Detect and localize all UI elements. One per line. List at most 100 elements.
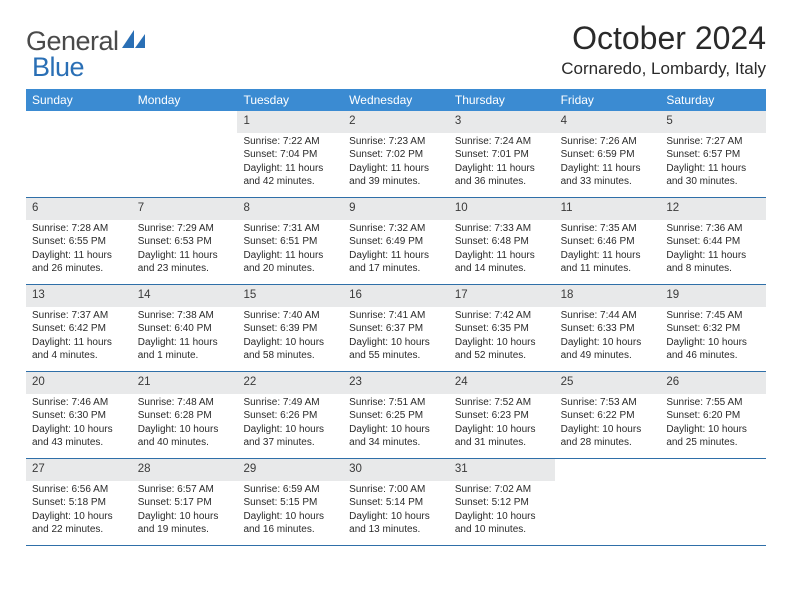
day-header: Wednesday xyxy=(343,89,449,111)
day-header: Thursday xyxy=(449,89,555,111)
calendar-day-cell: 4Sunrise: 7:26 AMSunset: 6:59 PMDaylight… xyxy=(555,111,661,197)
calendar-week-row: 20Sunrise: 7:46 AMSunset: 6:30 PMDayligh… xyxy=(26,372,766,459)
calendar-day-cell: 26Sunrise: 7:55 AMSunset: 6:20 PMDayligh… xyxy=(660,372,766,458)
page-header: General October 2024 Cornaredo, Lombardy… xyxy=(26,20,766,79)
day-number: 31 xyxy=(449,459,555,481)
day-number: 9 xyxy=(343,198,449,220)
day-details: Sunrise: 6:57 AMSunset: 5:17 PMDaylight:… xyxy=(132,481,238,541)
day-details: Sunrise: 7:40 AMSunset: 6:39 PMDaylight:… xyxy=(237,307,343,367)
brand-name-2: Blue xyxy=(32,52,84,83)
day-number: 12 xyxy=(660,198,766,220)
day-number: 17 xyxy=(449,285,555,307)
day-details: Sunrise: 7:45 AMSunset: 6:32 PMDaylight:… xyxy=(660,307,766,367)
calendar-day-cell: 24Sunrise: 7:52 AMSunset: 6:23 PMDayligh… xyxy=(449,372,555,458)
day-details: Sunrise: 6:56 AMSunset: 5:18 PMDaylight:… xyxy=(26,481,132,541)
calendar-day-cell xyxy=(660,459,766,545)
day-number: 8 xyxy=(237,198,343,220)
calendar-day-cell: 15Sunrise: 7:40 AMSunset: 6:39 PMDayligh… xyxy=(237,285,343,371)
day-number: 6 xyxy=(26,198,132,220)
day-number: 11 xyxy=(555,198,661,220)
day-details: Sunrise: 7:02 AMSunset: 5:12 PMDaylight:… xyxy=(449,481,555,541)
calendar-day-cell: 25Sunrise: 7:53 AMSunset: 6:22 PMDayligh… xyxy=(555,372,661,458)
day-details: Sunrise: 7:53 AMSunset: 6:22 PMDaylight:… xyxy=(555,394,661,454)
day-details: Sunrise: 7:33 AMSunset: 6:48 PMDaylight:… xyxy=(449,220,555,280)
day-details: Sunrise: 7:52 AMSunset: 6:23 PMDaylight:… xyxy=(449,394,555,454)
calendar-day-cell: 6Sunrise: 7:28 AMSunset: 6:55 PMDaylight… xyxy=(26,198,132,284)
day-details: Sunrise: 7:38 AMSunset: 6:40 PMDaylight:… xyxy=(132,307,238,367)
title-block: October 2024 Cornaredo, Lombardy, Italy xyxy=(561,20,766,79)
day-details: Sunrise: 7:44 AMSunset: 6:33 PMDaylight:… xyxy=(555,307,661,367)
calendar-day-cell: 11Sunrise: 7:35 AMSunset: 6:46 PMDayligh… xyxy=(555,198,661,284)
day-number: 1 xyxy=(237,111,343,133)
day-details: Sunrise: 7:36 AMSunset: 6:44 PMDaylight:… xyxy=(660,220,766,280)
day-number: 18 xyxy=(555,285,661,307)
calendar-day-cell: 22Sunrise: 7:49 AMSunset: 6:26 PMDayligh… xyxy=(237,372,343,458)
day-number: 5 xyxy=(660,111,766,133)
day-details: Sunrise: 7:49 AMSunset: 6:26 PMDaylight:… xyxy=(237,394,343,454)
day-number: 13 xyxy=(26,285,132,307)
calendar-day-cell: 19Sunrise: 7:45 AMSunset: 6:32 PMDayligh… xyxy=(660,285,766,371)
day-header: Sunday xyxy=(26,89,132,111)
calendar-day-cell: 18Sunrise: 7:44 AMSunset: 6:33 PMDayligh… xyxy=(555,285,661,371)
day-details: Sunrise: 6:59 AMSunset: 5:15 PMDaylight:… xyxy=(237,481,343,541)
calendar-day-cell: 12Sunrise: 7:36 AMSunset: 6:44 PMDayligh… xyxy=(660,198,766,284)
day-details: Sunrise: 7:24 AMSunset: 7:01 PMDaylight:… xyxy=(449,133,555,193)
calendar-page: General October 2024 Cornaredo, Lombardy… xyxy=(0,0,792,546)
calendar-day-cell: 7Sunrise: 7:29 AMSunset: 6:53 PMDaylight… xyxy=(132,198,238,284)
day-number: 15 xyxy=(237,285,343,307)
calendar-day-cell: 3Sunrise: 7:24 AMSunset: 7:01 PMDaylight… xyxy=(449,111,555,197)
calendar-day-cell xyxy=(555,459,661,545)
day-header: Monday xyxy=(132,89,238,111)
day-number: 27 xyxy=(26,459,132,481)
calendar-grid: SundayMondayTuesdayWednesdayThursdayFrid… xyxy=(26,89,766,546)
calendar-week-row: 6Sunrise: 7:28 AMSunset: 6:55 PMDaylight… xyxy=(26,198,766,285)
day-number: 20 xyxy=(26,372,132,394)
day-details: Sunrise: 7:29 AMSunset: 6:53 PMDaylight:… xyxy=(132,220,238,280)
day-details: Sunrise: 7:00 AMSunset: 5:14 PMDaylight:… xyxy=(343,481,449,541)
calendar-week-row: 27Sunrise: 6:56 AMSunset: 5:18 PMDayligh… xyxy=(26,459,766,546)
day-details: Sunrise: 7:41 AMSunset: 6:37 PMDaylight:… xyxy=(343,307,449,367)
day-number: 30 xyxy=(343,459,449,481)
calendar-day-cell: 2Sunrise: 7:23 AMSunset: 7:02 PMDaylight… xyxy=(343,111,449,197)
day-number: 28 xyxy=(132,459,238,481)
day-number: 19 xyxy=(660,285,766,307)
day-details: Sunrise: 7:42 AMSunset: 6:35 PMDaylight:… xyxy=(449,307,555,367)
calendar-day-cell: 30Sunrise: 7:00 AMSunset: 5:14 PMDayligh… xyxy=(343,459,449,545)
day-details: Sunrise: 7:48 AMSunset: 6:28 PMDaylight:… xyxy=(132,394,238,454)
day-number: 26 xyxy=(660,372,766,394)
day-number: 29 xyxy=(237,459,343,481)
day-details: Sunrise: 7:51 AMSunset: 6:25 PMDaylight:… xyxy=(343,394,449,454)
day-number: 7 xyxy=(132,198,238,220)
calendar-day-cell: 28Sunrise: 6:57 AMSunset: 5:17 PMDayligh… xyxy=(132,459,238,545)
calendar-day-cell: 29Sunrise: 6:59 AMSunset: 5:15 PMDayligh… xyxy=(237,459,343,545)
calendar-day-cell: 1Sunrise: 7:22 AMSunset: 7:04 PMDaylight… xyxy=(237,111,343,197)
day-number: 14 xyxy=(132,285,238,307)
calendar-day-cell xyxy=(132,111,238,197)
calendar-day-cell: 21Sunrise: 7:48 AMSunset: 6:28 PMDayligh… xyxy=(132,372,238,458)
day-header: Friday xyxy=(555,89,661,111)
day-number: 10 xyxy=(449,198,555,220)
day-details: Sunrise: 7:23 AMSunset: 7:02 PMDaylight:… xyxy=(343,133,449,193)
brand-sail-icon xyxy=(121,28,147,55)
day-number: 22 xyxy=(237,372,343,394)
calendar-day-cell: 31Sunrise: 7:02 AMSunset: 5:12 PMDayligh… xyxy=(449,459,555,545)
day-number: 16 xyxy=(343,285,449,307)
day-header: Saturday xyxy=(660,89,766,111)
month-title: October 2024 xyxy=(561,20,766,57)
calendar-day-cell: 17Sunrise: 7:42 AMSunset: 6:35 PMDayligh… xyxy=(449,285,555,371)
location-subtitle: Cornaredo, Lombardy, Italy xyxy=(561,59,766,79)
day-details: Sunrise: 7:35 AMSunset: 6:46 PMDaylight:… xyxy=(555,220,661,280)
day-number: 2 xyxy=(343,111,449,133)
day-number: 21 xyxy=(132,372,238,394)
day-details: Sunrise: 7:26 AMSunset: 6:59 PMDaylight:… xyxy=(555,133,661,193)
calendar-day-cell xyxy=(26,111,132,197)
calendar-day-cell: 5Sunrise: 7:27 AMSunset: 6:57 PMDaylight… xyxy=(660,111,766,197)
calendar-day-cell: 23Sunrise: 7:51 AMSunset: 6:25 PMDayligh… xyxy=(343,372,449,458)
calendar-day-cell: 16Sunrise: 7:41 AMSunset: 6:37 PMDayligh… xyxy=(343,285,449,371)
calendar-day-cell: 14Sunrise: 7:38 AMSunset: 6:40 PMDayligh… xyxy=(132,285,238,371)
calendar-week-row: 1Sunrise: 7:22 AMSunset: 7:04 PMDaylight… xyxy=(26,111,766,198)
day-number: 4 xyxy=(555,111,661,133)
calendar-day-cell: 8Sunrise: 7:31 AMSunset: 6:51 PMDaylight… xyxy=(237,198,343,284)
calendar-week-row: 13Sunrise: 7:37 AMSunset: 6:42 PMDayligh… xyxy=(26,285,766,372)
day-header: Tuesday xyxy=(237,89,343,111)
